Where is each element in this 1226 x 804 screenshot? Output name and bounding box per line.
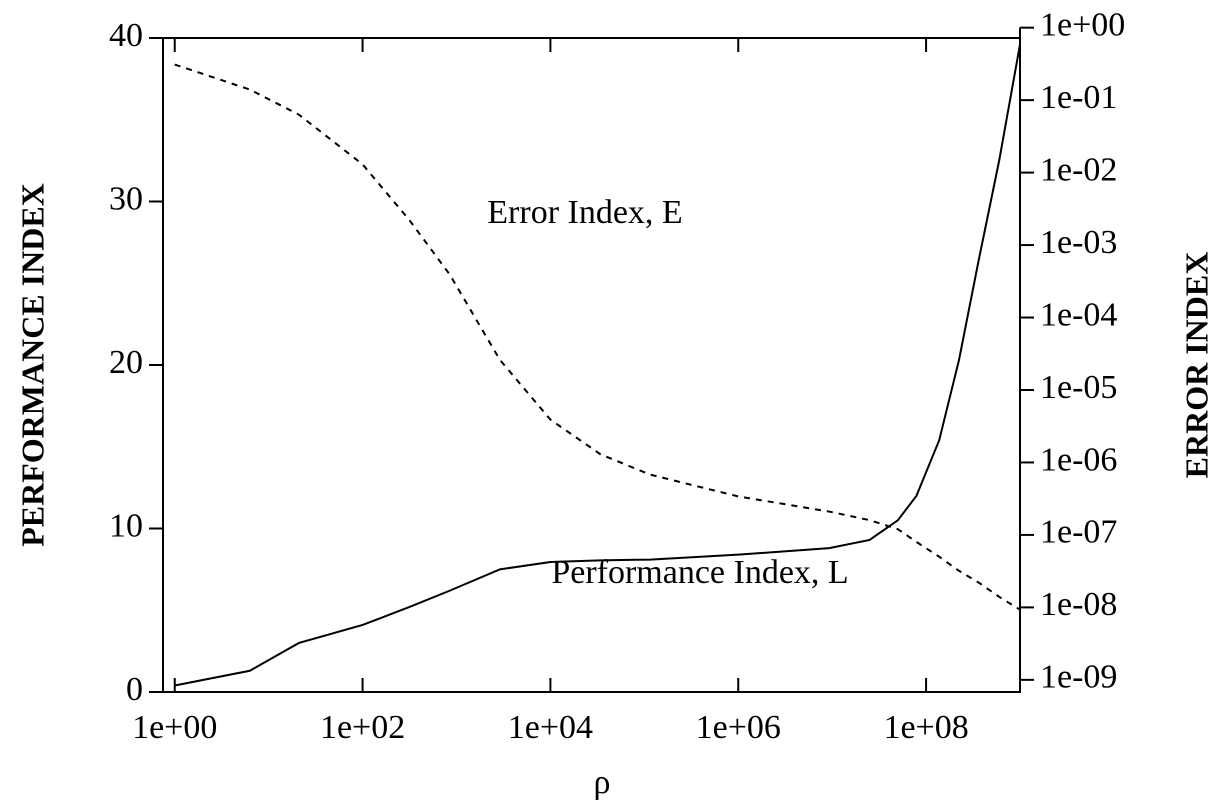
- annotation: Performance Index, L: [551, 554, 848, 591]
- y-tick-label: 40: [109, 17, 143, 54]
- y-tick-label: 20: [109, 344, 143, 381]
- y2-axis-label: ERROR INDEX: [1178, 252, 1214, 479]
- x-axis-label: ρ: [594, 764, 611, 801]
- plot-frame: [162, 37, 1021, 693]
- y2-tick-label: 1e-05: [1040, 369, 1117, 406]
- y-tick-label: 30: [109, 180, 143, 217]
- series-line: [174, 63, 1021, 611]
- y2-tick-label: 1e-02: [1040, 151, 1117, 188]
- y2-tick-label: 1e-03: [1040, 224, 1117, 261]
- y2-tick-label: 1e-04: [1040, 296, 1117, 333]
- y2-tick-label: 1e-07: [1040, 514, 1117, 551]
- y2-tick-label: 1e-09: [1040, 659, 1117, 696]
- y2-tick-label: 1e-01: [1040, 79, 1117, 116]
- y2-tick-label: 1e-08: [1040, 586, 1117, 623]
- x-tick-label: 1e+04: [508, 709, 593, 746]
- x-tick-label: 1e+06: [696, 709, 781, 746]
- y-axis-label: PERFORMANCE INDEX: [14, 183, 50, 547]
- x-tick-label: 1e+02: [320, 709, 405, 746]
- y2-tick-label: 1e+00: [1040, 6, 1125, 43]
- y2-tick-label: 1e-06: [1040, 441, 1117, 478]
- x-tick-label: 1e+08: [883, 709, 968, 746]
- y-tick-label: 10: [109, 507, 143, 544]
- series-line: [174, 44, 1021, 687]
- annotation: Error Index, E: [487, 194, 682, 231]
- x-tick-label: 1e+00: [132, 709, 217, 746]
- y-tick-label: 0: [126, 671, 143, 708]
